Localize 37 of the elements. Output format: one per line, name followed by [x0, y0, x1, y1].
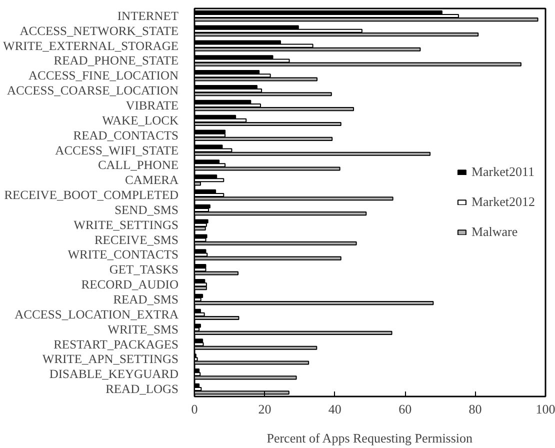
- y-tick-label: VIBRATE: [126, 98, 179, 112]
- x-axis-title: Percent of Apps Requesting Permission: [266, 430, 474, 446]
- y-tick-label: ACCESS_WIFI_STATE: [55, 143, 179, 158]
- y-tick-label: WRITE_SMS: [108, 322, 179, 336]
- y-tick-label: CALL_PHONE: [98, 158, 179, 172]
- y-tick-label: RECEIVE_BOOT_COMPLETED: [4, 188, 179, 202]
- y-tick-label: DISABLE_KEYGUARD: [49, 367, 179, 382]
- bar: [194, 178, 224, 182]
- x-tick-label: 0: [191, 402, 198, 416]
- y-tick-label: READ_LOGS: [106, 382, 179, 396]
- y-tick-label: ACCESS_LOCATION_EXTRA: [14, 307, 179, 322]
- y-tick-label: WRITE_EXTERNAL_STORAGE: [3, 38, 179, 53]
- y-tick-label: RECEIVE_SMS: [94, 232, 179, 247]
- y-tick-label: READ_CONTACTS: [73, 128, 179, 142]
- y-tick-label: ACCESS_FINE_LOCATION: [28, 68, 179, 83]
- y-tick-label: GET_TASKS: [109, 262, 179, 277]
- legend-label: Malware: [471, 224, 518, 240]
- y-tick-label: RECORD_AUDIO: [81, 278, 179, 292]
- y-tick-label: WAKE_LOCK: [102, 113, 179, 128]
- y-tick-label: READ_PHONE_STATE: [54, 54, 179, 68]
- y-tick-label: WRITE_CONTACTS: [68, 248, 179, 262]
- y-tick-label: WRITE_SETTINGS: [74, 218, 179, 232]
- x-tick-label: 40: [328, 402, 342, 416]
- legend-label: Market2012: [471, 194, 535, 210]
- x-tick-label: 80: [468, 402, 482, 416]
- y-tick-label: INTERNET: [117, 8, 179, 23]
- x-tick-label: 20: [258, 402, 272, 416]
- y-tick-label: ACCESS_NETWORK_STATE: [20, 24, 179, 38]
- y-tick-label: CAMERA: [125, 173, 179, 188]
- x-tick-label: 100: [536, 402, 555, 416]
- y-tick-label: READ_SMS: [113, 292, 179, 306]
- y-tick-label: WRITE_APN_SETTINGS: [42, 352, 179, 366]
- y-tick-label: RESTART_PACKAGES: [54, 337, 179, 352]
- y-tick-label: ACCESS_COARSE_LOCATION: [6, 84, 179, 98]
- x-tick-label: 60: [398, 402, 412, 416]
- legend-label: Market2011: [471, 164, 535, 180]
- y-tick-label: SEND_SMS: [114, 202, 179, 217]
